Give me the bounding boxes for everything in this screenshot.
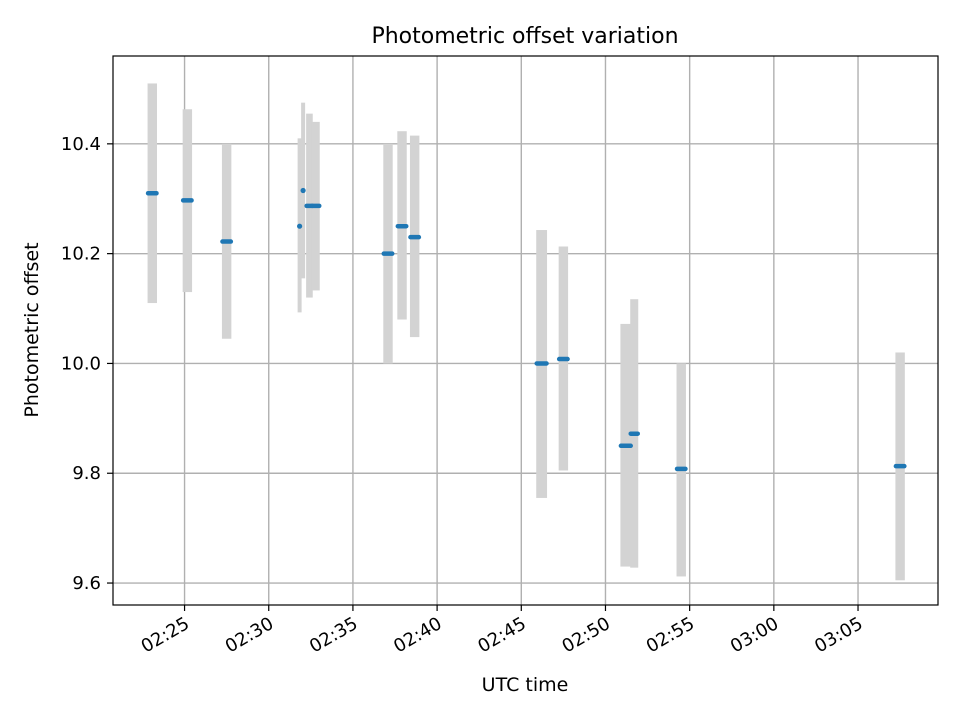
chart-title: Photometric offset variation — [371, 24, 678, 49]
data-point — [297, 223, 303, 229]
y-tick-label: 10.4 — [61, 134, 101, 155]
x-axis-label: UTC time — [482, 674, 569, 696]
plot-frame — [112, 55, 939, 606]
data-points — [145, 187, 907, 472]
y-tick-label: 10.0 — [61, 353, 101, 374]
y-axis-ticks: 9.6 9.8 10.0 10.2 10.4 — [61, 134, 113, 594]
y-tick-label: 10.2 — [61, 244, 101, 265]
y-axis-label: Photometric offset — [21, 242, 43, 417]
grid-lines — [113, 56, 938, 605]
y-tick-label: 9.8 — [72, 463, 101, 484]
y-tick-label: 9.6 — [72, 573, 101, 594]
data-point — [300, 187, 306, 194]
